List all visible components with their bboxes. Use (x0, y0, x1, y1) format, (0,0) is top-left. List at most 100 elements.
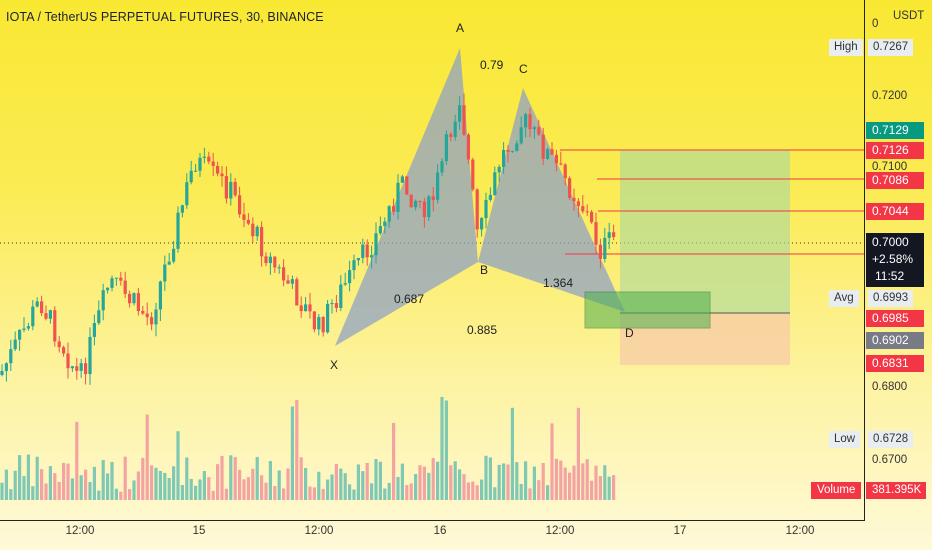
candle-body (422, 201, 426, 218)
candle-body (436, 172, 440, 200)
candle-body (84, 363, 88, 375)
volume-bar (282, 488, 286, 500)
price-badge-1: 0.7129 (866, 122, 924, 139)
volume-bar (563, 467, 567, 500)
candle-body (13, 339, 17, 350)
candle-body (370, 255, 374, 258)
volume-bar (207, 477, 211, 500)
volume-bar (431, 458, 435, 500)
volume-bar (286, 468, 290, 500)
candle-body (158, 281, 162, 310)
candle-body (167, 261, 171, 265)
candle-body (53, 310, 57, 342)
candle-body (119, 277, 123, 281)
candle-body (79, 363, 83, 371)
volume-series (0, 396, 616, 500)
time-label: 12:00 (304, 525, 334, 537)
candle-body (405, 176, 409, 195)
volume-bar (198, 479, 202, 500)
candle-body (317, 317, 321, 330)
high-value: 0.7267 (868, 39, 914, 56)
volume-bar (436, 461, 440, 500)
candle-body (572, 197, 576, 202)
volume-bar (62, 462, 66, 500)
candle-body (290, 279, 294, 284)
volume-bar (537, 480, 541, 500)
candle-body (330, 303, 334, 305)
candle-body (356, 257, 360, 261)
candle-body (229, 181, 233, 199)
candle-body (282, 267, 286, 281)
volume-bar (568, 472, 572, 500)
point-b-label: B (480, 263, 489, 277)
candle-body (400, 176, 404, 183)
volume-bar (598, 476, 602, 500)
axis-tick: 0.6800 (872, 381, 908, 393)
candle-body (22, 328, 26, 330)
candle-body (312, 311, 316, 330)
volume-bar (194, 485, 198, 500)
volume-bar (471, 481, 475, 500)
low-value: 0.6728 (868, 431, 914, 448)
candle-body (123, 280, 127, 294)
volume-bar (480, 479, 484, 500)
profit-zone (620, 150, 790, 313)
candle-body (308, 304, 312, 312)
candle-body (515, 143, 519, 151)
candle-body (568, 178, 572, 198)
candle-body (365, 244, 369, 258)
candle-body (57, 341, 61, 348)
volume-bar (321, 488, 325, 500)
avg-label: Avg (829, 290, 859, 307)
candle-body (396, 182, 400, 212)
volume-bar (383, 488, 387, 500)
candle-body (0, 371, 4, 375)
candle-body (233, 181, 237, 196)
volume-bar (176, 431, 180, 500)
volume-bar (0, 482, 4, 500)
volume-bar (233, 457, 237, 500)
axis-tick-top: 0 (872, 18, 879, 30)
volume-bar (211, 490, 215, 500)
volume-bar (370, 483, 374, 500)
candle-body (480, 218, 484, 230)
volume-bar (132, 480, 136, 500)
volume-bar (356, 464, 360, 500)
candle-body (414, 200, 418, 208)
candle-body (550, 149, 554, 155)
volume-bar (216, 464, 220, 500)
candle-body (145, 313, 149, 318)
volume-bar (57, 481, 61, 500)
candle-body (92, 323, 96, 337)
volume-bar (220, 455, 224, 500)
candle-body (18, 329, 22, 340)
volume-bar (466, 482, 470, 500)
volume-bar (484, 455, 488, 500)
chart-title[interactable]: IOTA / TetherUS PERPETUAL FUTURES, 30, B… (6, 10, 324, 24)
high-label: High (829, 39, 863, 56)
candle-body (488, 194, 492, 200)
volume-bar (260, 475, 264, 500)
candle-body (277, 267, 281, 269)
candle-body (128, 293, 132, 304)
avg-value: 0.6993 (868, 290, 914, 307)
price-badge-6: 0.6902 (866, 332, 924, 349)
time-label: 15 (192, 525, 206, 537)
volume-bar (541, 462, 545, 500)
candle-body (585, 211, 589, 213)
volume-bar (334, 463, 338, 500)
candle-body (242, 214, 246, 220)
candle-body (537, 127, 541, 135)
volume-bar (497, 464, 501, 500)
volume-bar (312, 487, 316, 500)
volume-bar (440, 396, 444, 500)
volume-bar (493, 487, 497, 500)
candle-body (348, 270, 352, 284)
point-d-label: D (625, 326, 634, 340)
volume-bar (106, 473, 110, 500)
axis-tick: 0.6700 (872, 454, 908, 466)
volume-bar (524, 461, 528, 500)
volume-bar (158, 470, 162, 500)
candle-body (475, 189, 479, 230)
